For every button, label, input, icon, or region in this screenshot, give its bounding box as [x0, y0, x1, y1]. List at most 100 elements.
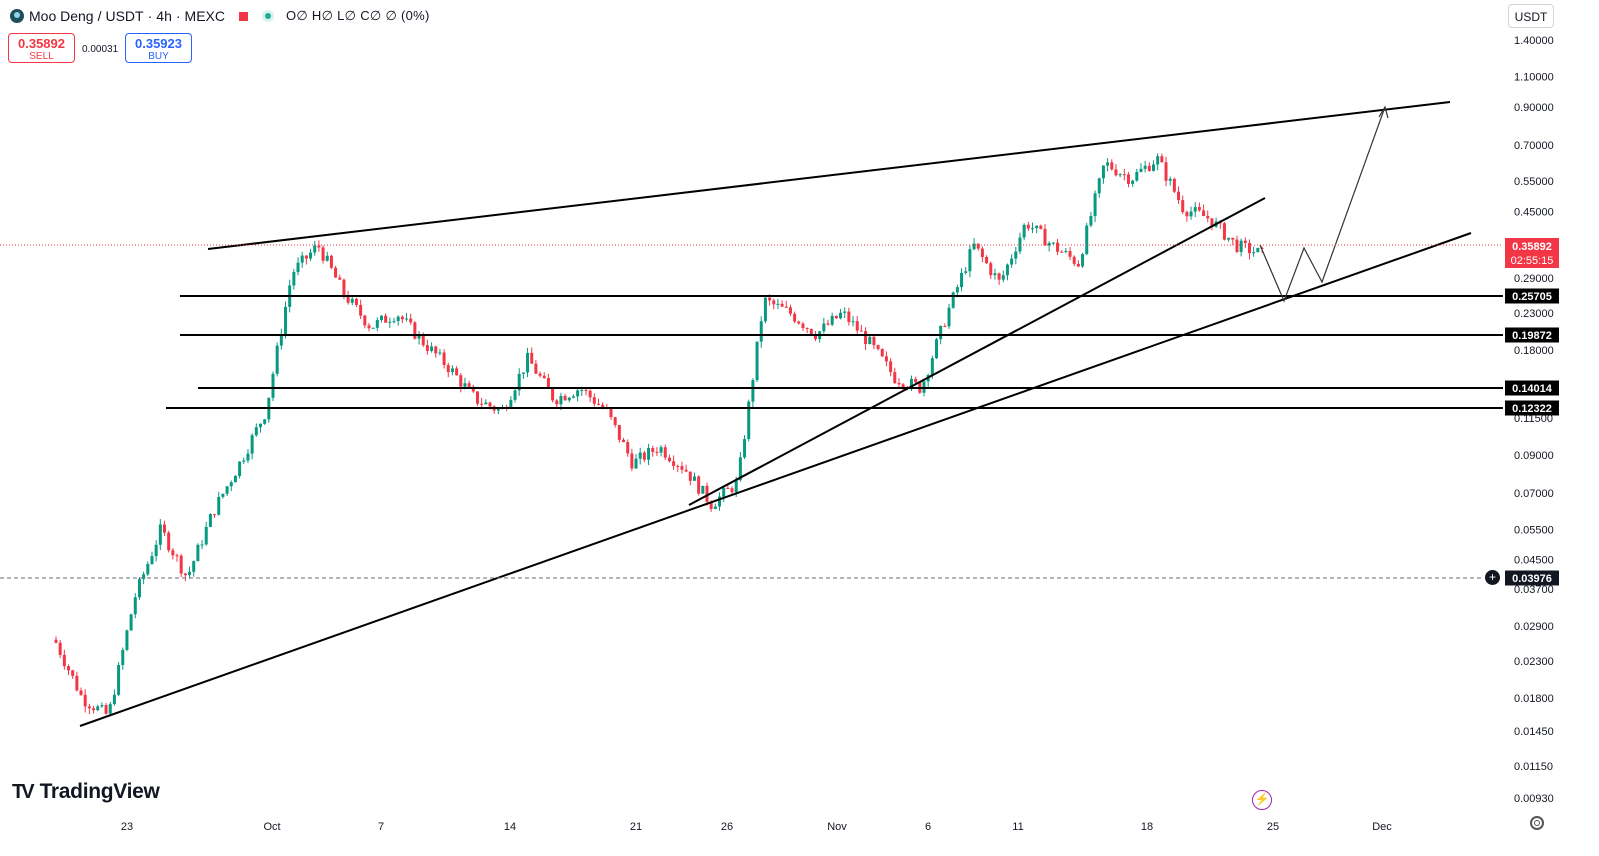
candle [567, 396, 571, 403]
lower-trend-line[interactable] [79, 232, 1472, 727]
candle [630, 448, 634, 472]
candle [1227, 237, 1231, 242]
price-tick-label: 0.02300 [1514, 656, 1554, 668]
candle [392, 317, 396, 324]
price-tick-label: 0.07000 [1514, 488, 1554, 500]
candle [1051, 242, 1055, 245]
candle [450, 365, 454, 376]
candle [1014, 246, 1018, 265]
candle [1131, 179, 1135, 187]
candle [238, 461, 242, 479]
candle [772, 298, 776, 310]
candle [250, 433, 254, 460]
level-price-label-bg [1505, 288, 1559, 304]
level-price-label-bg [1505, 400, 1559, 416]
candle [1177, 186, 1181, 204]
candle [596, 398, 600, 406]
currency-button[interactable]: USDT [1508, 4, 1554, 28]
candle [275, 342, 279, 377]
candle [409, 313, 413, 325]
candle [1060, 250, 1064, 253]
candle [964, 266, 968, 275]
candle [1252, 246, 1256, 257]
candle [672, 455, 676, 470]
price-tick-label: 0.02900 [1514, 621, 1554, 633]
candle [271, 371, 275, 402]
candle [588, 389, 592, 403]
candle [826, 319, 830, 326]
candle [1197, 202, 1201, 212]
add-alert-icon[interactable]: + [1485, 570, 1500, 585]
candle [354, 297, 358, 308]
candle [1193, 202, 1197, 218]
candle [459, 372, 463, 393]
level-price-label-bg [1505, 327, 1559, 343]
separator: · [147, 8, 153, 24]
candle [492, 405, 496, 414]
candle [1143, 160, 1147, 173]
candle [1085, 222, 1089, 256]
candle [538, 371, 542, 378]
candle [325, 251, 329, 262]
candle [267, 397, 271, 424]
spread-value: 0.00031 [82, 44, 119, 55]
candle [1126, 171, 1130, 188]
time-axis[interactable]: 23 Oct 7 14 21 26 Nov 6 11 18 25 Dec [121, 821, 1392, 833]
candle [1064, 248, 1068, 254]
separator: · [175, 8, 181, 24]
upper-trend-line[interactable] [207, 101, 1451, 250]
sell-button[interactable]: 0.35892 SELL [8, 33, 75, 63]
lightning-icon[interactable]: ⚡ [1252, 790, 1272, 810]
candle [108, 702, 112, 716]
candle [338, 274, 342, 280]
candle [663, 444, 667, 460]
candle [784, 300, 788, 309]
candle [175, 553, 179, 562]
candle [1185, 210, 1189, 222]
candle [304, 255, 308, 265]
candle [655, 447, 659, 457]
candle [229, 480, 233, 492]
price-axis[interactable]: 1.40000 1.10000 0.90000 0.70000 0.55000 0.450… [1514, 35, 1554, 805]
candle [334, 265, 338, 278]
tradingview-logo[interactable]: TV TradingView [12, 780, 160, 804]
projection-path[interactable] [1259, 106, 1386, 303]
time-tick-label: 26 [721, 821, 733, 833]
candle [484, 399, 488, 405]
candle [1172, 177, 1176, 194]
candle [1089, 211, 1093, 228]
candle [367, 322, 371, 332]
candle [296, 257, 300, 276]
countdown-label: 02:55:15 [1511, 255, 1554, 267]
candle [947, 303, 951, 329]
candle [622, 437, 626, 443]
candle [162, 520, 166, 537]
candle [233, 474, 237, 483]
candle [1026, 221, 1030, 232]
candle [592, 393, 596, 407]
separator: / [97, 8, 102, 24]
candle [571, 394, 575, 399]
candle [359, 299, 363, 320]
candle [780, 300, 784, 307]
candle [217, 491, 221, 516]
candle [551, 387, 555, 403]
level-price-label-bg [1505, 380, 1559, 396]
price-tick-label: 0.09000 [1514, 450, 1554, 462]
candle [204, 521, 208, 546]
inner-trend-line[interactable] [688, 197, 1266, 506]
buy-button[interactable]: 0.35923 BUY [125, 33, 192, 63]
candle [1152, 160, 1156, 172]
candle [1047, 241, 1051, 252]
candle [1114, 164, 1118, 177]
candle [584, 387, 588, 396]
candle [943, 323, 947, 327]
candle [467, 380, 471, 388]
symbol-header[interactable]: Moo Deng / USDT · 4h · MEXC O∅ H∅ L∅ C∅ … [10, 6, 430, 26]
candle [317, 240, 321, 252]
gear-icon[interactable] [1530, 816, 1544, 830]
candle [759, 316, 763, 348]
candle [96, 704, 100, 712]
candle [688, 471, 692, 486]
